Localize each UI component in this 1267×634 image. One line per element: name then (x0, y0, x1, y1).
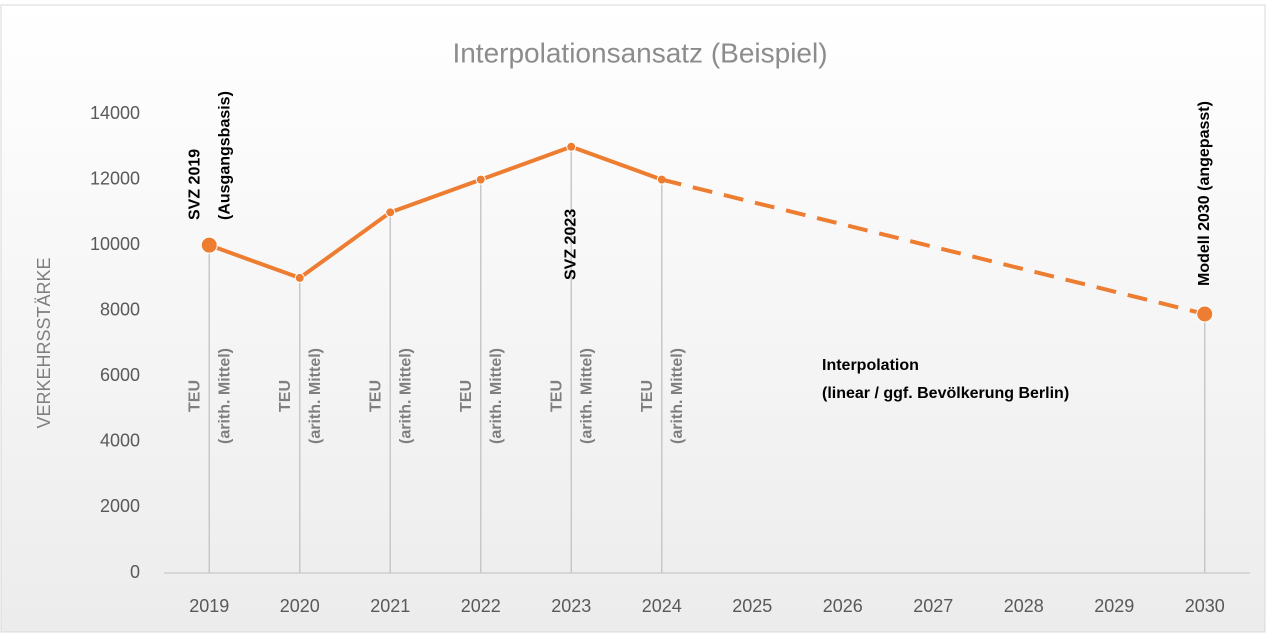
x-tick-label: 2020 (280, 596, 320, 616)
annotation: TEU (458, 380, 475, 412)
annotation: Modell 2030 (angepasst) (1196, 101, 1213, 286)
y-tick-label: 0 (130, 562, 140, 582)
y-axis-label: VERKEHRSSTÄRKE (34, 257, 54, 428)
annotation: TEU (186, 380, 203, 412)
annotation: SVZ 2023 (562, 209, 579, 280)
chart-frame (0, 4, 1266, 633)
point (385, 207, 396, 218)
x-tick-label: 2028 (1004, 596, 1044, 616)
y-tick-label: 12000 (90, 168, 140, 188)
annotation: TEU (277, 380, 294, 412)
annotation: (arith. Mittel) (669, 348, 686, 444)
y-tick-label: 14000 (90, 103, 140, 123)
point (200, 236, 218, 254)
chart-title: Interpolationsansatz (Beispiel) (452, 37, 827, 68)
annotation: (arith. Mittel) (488, 348, 505, 444)
annotation: TEU (639, 380, 656, 412)
annotation: (linear / ggf. Bevölkerung Berlin) (822, 385, 1069, 402)
annotation: SVZ 2019 (186, 149, 203, 220)
annotation: Interpolation (822, 357, 919, 374)
point (566, 141, 577, 152)
annotation: TEU (548, 380, 565, 412)
series-line (661, 177, 1206, 316)
x-tick-label: 2026 (823, 596, 863, 616)
y-tick-label: 2000 (100, 496, 140, 516)
annotation: (arith. Mittel) (578, 348, 595, 444)
x-tick-label: 2030 (1185, 596, 1225, 616)
x-tick-label: 2019 (189, 596, 229, 616)
annotation: (Ausgangsbasis) (216, 91, 233, 220)
x-tick-label: 2027 (913, 596, 953, 616)
annotation: (arith. Mittel) (307, 348, 324, 444)
y-tick-label: 10000 (90, 234, 140, 254)
point (475, 174, 486, 185)
annotation: (arith. Mittel) (216, 348, 233, 444)
series-line (208, 144, 663, 280)
x-tick-label: 2022 (461, 596, 501, 616)
x-tick-label: 2023 (551, 596, 591, 616)
annotation: (arith. Mittel) (397, 348, 414, 444)
x-tick-label: 2029 (1094, 596, 1134, 616)
y-tick-label: 8000 (100, 299, 140, 319)
point (294, 272, 305, 283)
annotation: TEU (367, 380, 384, 412)
point (1196, 305, 1214, 323)
x-tick-label: 2021 (370, 596, 410, 616)
y-tick-label: 4000 (100, 431, 140, 451)
x-tick-label: 2024 (642, 596, 682, 616)
y-tick-label: 6000 (100, 365, 140, 385)
x-tick-label: 2025 (732, 596, 772, 616)
